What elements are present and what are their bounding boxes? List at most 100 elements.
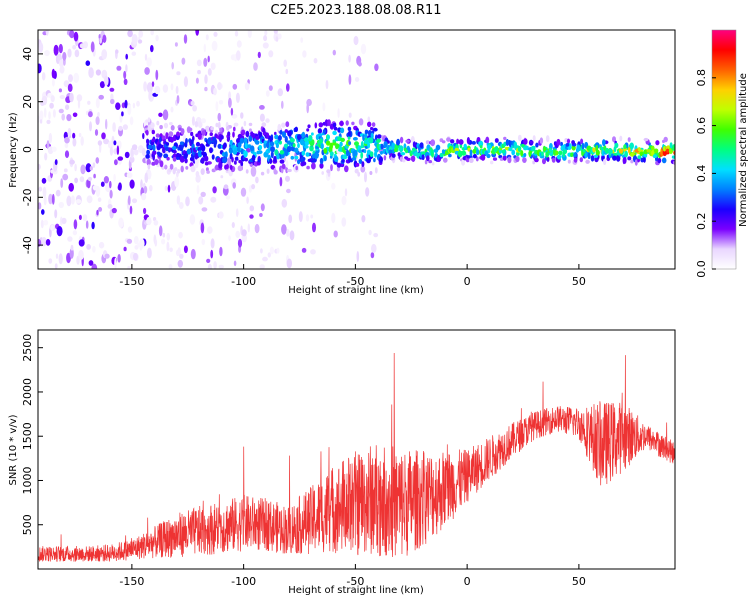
spectrogram-ridge-cell — [245, 130, 250, 138]
spectrogram-ridge-cell — [295, 165, 299, 171]
spectrogram-cell — [45, 30, 49, 36]
spectrogram-ridge-cell — [159, 136, 162, 144]
spectrogram-ridge-cell — [485, 136, 490, 144]
spectrogram-ridge-cell — [354, 141, 359, 146]
spectrogram-cell — [99, 81, 105, 89]
spectrogram-ridge-cell — [376, 138, 381, 143]
spectrogram-ridge-cell — [380, 143, 384, 150]
spectrogram-ridge-cell — [215, 122, 219, 128]
spectrogram-ridge-cell — [532, 160, 536, 165]
spectrogram-cell — [67, 48, 72, 58]
spectrogram-ridge-cell — [573, 157, 578, 163]
spectrogram-cell — [66, 195, 72, 207]
spectrogram-ridge-cell — [194, 153, 198, 160]
spectrogram-cell — [249, 214, 254, 219]
spectrogram-ridge-cell — [348, 131, 351, 136]
spectrogram-ridge-cell — [531, 145, 536, 150]
spectrogram-ridge-cell — [424, 159, 428, 165]
spectrogram-ridge-cell — [555, 150, 559, 156]
spectrogram-ridge-cell — [637, 147, 641, 152]
spectrogram-ridge-cell — [166, 156, 170, 161]
spectrogram-cell — [92, 245, 96, 253]
spectrogram-ridge-cell — [643, 153, 648, 158]
spectrogram-ridge-cell — [379, 156, 383, 164]
colorbar-tick-label: 0.8 — [695, 69, 708, 87]
spectrogram-cell — [67, 83, 73, 93]
spectrogram-cell — [54, 159, 58, 166]
spectrogram-ridge-cell — [363, 139, 369, 145]
spectrogram-ridge-cell — [490, 160, 494, 165]
spectrogram-ridge-cell — [179, 141, 184, 145]
spectrogram-cell — [197, 69, 201, 75]
spectrogram-cell — [158, 225, 163, 237]
spectrogram-cell — [59, 95, 65, 99]
spectrogram-ridge-cell — [294, 155, 299, 160]
spectrogram-cell — [201, 207, 208, 212]
spectrogram-cell — [333, 230, 338, 238]
spectrogram-ridge-cell — [292, 143, 296, 148]
spectrogram-ridge-cell — [163, 122, 169, 129]
spectrogram-cell — [268, 85, 273, 91]
spectrogram-ridge-cell — [338, 146, 342, 152]
spectrogram-cell — [207, 68, 212, 76]
spectrogram-ridge-cell — [169, 163, 174, 170]
spectrogram-ridge-cell — [428, 160, 433, 164]
spectrogram-cell — [247, 30, 252, 39]
spectrogram-cell — [332, 49, 336, 56]
spectrogram-cell — [176, 71, 181, 76]
spectrogram-ridge-cell — [150, 141, 155, 146]
spectrogram-ridge-cell — [446, 137, 451, 142]
spectrogram-cell — [58, 43, 63, 54]
spectrogram-ridge-cell — [237, 133, 243, 140]
spectrogram-ridge-cell — [630, 159, 634, 164]
spectrogram-ridge-cell — [262, 127, 266, 133]
spectrogram-cell — [235, 92, 240, 104]
spectrogram-cell — [78, 214, 82, 220]
spectrogram-ridge-cell — [226, 137, 230, 142]
spectrogram-ridge-cell — [347, 136, 351, 140]
spectrogram-ridge-cell — [412, 147, 416, 152]
spectrogram-cell — [111, 207, 117, 214]
spectrogram-ridge-cell — [220, 175, 224, 179]
spectrogram-cell — [207, 55, 210, 63]
spectrogram-ridge-cell — [604, 147, 610, 154]
spectrogram-ridge-cell — [330, 164, 333, 172]
spectrogram-cell — [175, 85, 179, 95]
spectrogram-cell — [43, 219, 49, 226]
spectrogram-cell — [168, 264, 173, 269]
spectrogram-cell — [192, 105, 198, 112]
y-tick-label: 20 — [21, 95, 34, 109]
spectrogram-ridge-cell — [396, 138, 400, 146]
spectrogram-cell — [91, 221, 95, 230]
spectrogram-cell — [91, 263, 98, 269]
spectrogram-ridge-cell — [326, 140, 330, 145]
spectrogram-cell — [196, 59, 202, 67]
spectrogram-cell — [64, 136, 70, 144]
spectrogram-cell — [61, 217, 67, 225]
spectrogram-ridge-cell — [671, 155, 675, 159]
spectrogram-x-axis-label: Height of straight line (km) — [288, 285, 424, 296]
spectrogram-ridge-cell — [269, 136, 273, 142]
spectrogram-ridge-cell — [274, 134, 279, 140]
spectrogram-panel: -150 -100 -50 0 50 -40 -20 0 20 40 Height of str… — [8, 29, 676, 296]
spectrogram-ridge-cell — [170, 125, 175, 131]
spectrogram-ridge-cell — [319, 162, 324, 169]
colorbar-ticks: 0.0 0.2 0.4 0.6 0.8 — [695, 69, 716, 278]
spectrogram-cell — [255, 176, 259, 184]
spectrogram-cell — [48, 258, 53, 264]
spectrogram-ridge-cell — [290, 155, 295, 160]
spectrogram-cell — [174, 42, 178, 47]
colorbar: 0.0 0.2 0.4 0.6 0.8 Normalized spectral ampl… — [695, 29, 749, 278]
spectrogram-cell — [88, 111, 93, 118]
spectrogram-cell — [344, 188, 348, 197]
spectrogram-ridge-cell — [172, 156, 177, 162]
spectrogram-ridge-cell — [419, 142, 424, 149]
spectrogram-cell — [210, 62, 216, 70]
spectrogram-cell — [151, 81, 155, 87]
spectrogram-cell — [217, 112, 222, 122]
spectrogram-ridge-cell — [528, 150, 532, 158]
spectrogram-ridge-cell — [234, 160, 237, 165]
spectrogram-ridge-cell — [168, 131, 174, 137]
spectrogram-cell — [117, 253, 121, 263]
spectrogram-cell — [83, 41, 88, 49]
